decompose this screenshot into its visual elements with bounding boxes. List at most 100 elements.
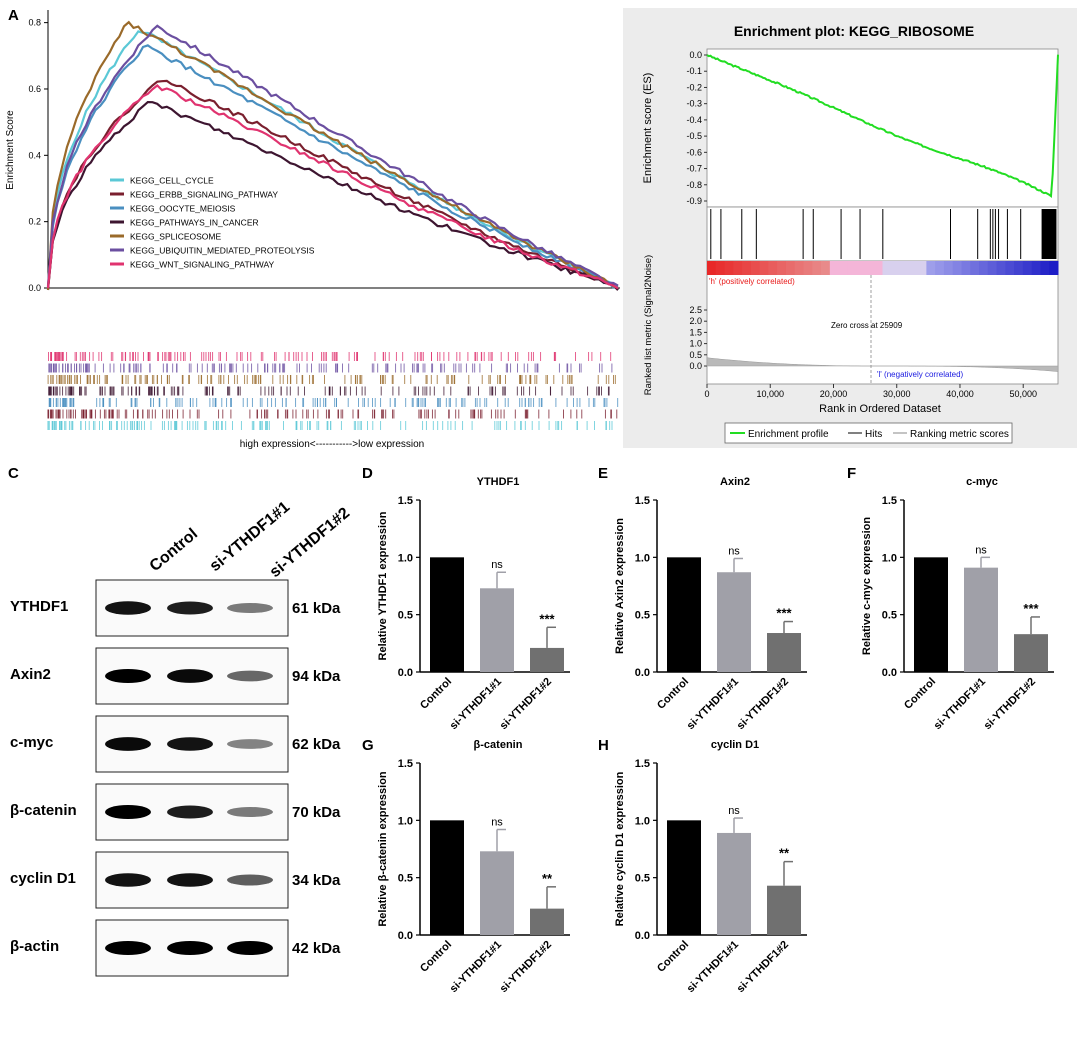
panel-b-colorbar-segment [1022, 261, 1033, 275]
panel-a-legend-label-wnt: KEGG_WNT_SIGNALING_PATHWAY [130, 260, 275, 270]
panel-b-metric-y-tick-label: 2.0 [689, 316, 702, 326]
panel-b-es-y-tick-label: 0.0 [689, 50, 702, 60]
panel-b-es-line [706, 54, 1059, 199]
panel-b-x-tick-label: 0 [704, 389, 709, 399]
bar-chart-x-tick-label: si-YTHDF1#2 [498, 676, 554, 732]
bar-chart-title: cyclin D1 [711, 739, 759, 751]
bar-chart-x-tick-label: si-YTHDF1#1 [685, 676, 741, 732]
panel-b-metric-y-tick-label: 1.5 [689, 327, 702, 337]
panel-b-es-y-tick-label: -0.1 [686, 66, 702, 76]
panel-c-size-label: 62 kDa [292, 736, 341, 753]
bar-chart-h: cyclin D1 Relative cyclin D1 expression 0.… [614, 739, 807, 995]
bar-chart-bar [430, 820, 464, 935]
panel-b-es-y-tick-label: -0.6 [686, 147, 702, 157]
panel-c-band [227, 806, 273, 818]
panel-c-band [227, 874, 273, 886]
panel-a-series-line-wnt [46, 84, 619, 290]
bar-chart-y-label: Relative YTHDF1 expression [377, 511, 389, 660]
bar-chart-y-label: Relative cyclin D1 expression [614, 771, 626, 926]
panel-c-band [167, 601, 213, 615]
panel-c-size-label: 42 kDa [292, 940, 341, 957]
bar-chart-y-tick-label: 0.5 [882, 610, 897, 622]
bar-chart-x-tick-label: Control [655, 676, 691, 712]
panel-b-es-area [706, 48, 1059, 208]
bar-chart-x-tick-label: Control [418, 676, 454, 712]
panel-b-colorbar-segment [943, 261, 954, 275]
bar-chart-d: YTHDF1 Relative YTHDF1 expression 0.0 0.5 1.… [377, 476, 570, 732]
panel-a-y-tick-label: 0.0 [28, 283, 41, 293]
panel-b-x-label: Rank in Ordered Dataset [819, 403, 941, 415]
bar-chart-bar [430, 557, 464, 672]
panel-c-band [227, 602, 273, 614]
panel-c-size-label: 61 kDa [292, 600, 341, 617]
panel-b-es-y-tick-label: -0.5 [686, 131, 702, 141]
bar-chart-y-label: Relative c-myc expression [861, 517, 873, 655]
panel-c-band [105, 737, 151, 751]
panel-c-band [105, 941, 151, 955]
panel-c-band [167, 873, 213, 887]
panel-b-x-tick-label: 40,000 [946, 389, 974, 399]
bar-chart-significance-label: ns [491, 817, 503, 829]
panel-c-protein-label: β-catenin [10, 802, 77, 819]
panel-c-band [105, 805, 151, 819]
panel-label-a: A [8, 7, 19, 24]
panel-label-d: D [362, 465, 373, 482]
panel-b-es-y-tick-label: -0.2 [686, 82, 702, 92]
panel-a-x-label: high expression<----------->low expressi… [240, 439, 425, 450]
panel-b-colorbar-segment [987, 261, 998, 275]
bar-chart-x-tick-label: si-YTHDF1#1 [448, 939, 504, 995]
panel-b-legend-metric: Ranking metric scores [910, 429, 1009, 440]
bar-chart-g: β-catenin Relative β-catenin expression 0.… [377, 739, 570, 995]
panel-b-colorbar-segment [917, 261, 927, 275]
panel-c-band [227, 739, 273, 749]
bar-chart-y-tick-label: 0.0 [635, 667, 650, 679]
bar-chart-y-label: Relative Axin2 expression [614, 518, 626, 654]
bar-chart-y-tick-label: 0.5 [635, 610, 650, 622]
bar-chart-y-label: Relative β-catenin expression [377, 771, 389, 927]
bar-chart-significance-label: ns [491, 559, 503, 571]
bar-chart-x-tick-label: Control [655, 939, 691, 975]
panel-b-metric-y-tick-label: 1.0 [689, 339, 702, 349]
panel-c-band [167, 669, 213, 683]
panel-b-colorbar-segment [707, 261, 717, 275]
panel-a-legend-label-spliceosome: KEGG_SPLICEOSOME [130, 232, 221, 242]
panel-b-colorbar-segment [724, 261, 734, 275]
bar-chart-bar [530, 908, 564, 935]
bar-chart-title: Axin2 [720, 476, 750, 488]
panel-label-c: C [8, 465, 19, 482]
panel-b-x-tick-label: 50,000 [1009, 389, 1037, 399]
panel-b-es-y-tick-label: -0.3 [686, 99, 702, 109]
bar-chart-bar [480, 588, 514, 672]
panel-b-colorbar-segment [961, 261, 971, 275]
panel-b-colorbar-segment [882, 261, 892, 275]
bar-chart-bar [964, 567, 998, 672]
panel-b-metric-y-tick-label: 0.5 [689, 350, 702, 360]
panel-b-es-y-tick-label: -0.8 [686, 180, 702, 190]
panel-b-colorbar-segment [1049, 261, 1059, 275]
bar-chart-title: YTHDF1 [477, 476, 520, 488]
bar-chart-y-tick-label: 0.0 [635, 930, 650, 942]
panel-b-es-y-tick-label: -0.7 [686, 164, 702, 174]
panel-b-x-tick-label: 30,000 [883, 389, 911, 399]
bar-chart-significance-label: *** [776, 606, 792, 621]
panel-b-colorbar-segment [777, 261, 787, 275]
bar-chart-y-tick-label: 0.5 [398, 873, 413, 885]
panel-b-colorbar-segment [847, 261, 857, 275]
panel-b-enrichment-plot: Enrichment plot: KEGG_RIBOSOME Enrichmen… [623, 8, 1077, 448]
bar-chart-significance-label: ** [542, 871, 553, 886]
bar-chart-y-tick-label: 1.0 [398, 815, 413, 827]
panel-b-legend-box [724, 422, 1013, 444]
bar-chart-bar [1014, 634, 1048, 672]
bar-chart-y-tick-label: 1.5 [398, 758, 413, 770]
bar-chart-bar [767, 633, 801, 672]
bar-chart-x-tick-label: si-YTHDF1#2 [735, 939, 791, 995]
bar-chart-bar [717, 572, 751, 672]
panel-b-colorbar-segment [1014, 261, 1024, 275]
panel-b-colorbar-segment [794, 261, 805, 275]
panel-b-metric-y-label: Ranked list metric (Signal2Noise) [643, 255, 654, 395]
bar-chart-f: c-myc Relative c-myc expression 0.0 0.5 1.0 1… [861, 476, 1054, 732]
panel-b-colorbar-segment [750, 261, 761, 275]
bar-chart-x-tick-label: si-YTHDF1#2 [735, 676, 791, 732]
panel-c-protein-label: c-myc [10, 734, 53, 751]
